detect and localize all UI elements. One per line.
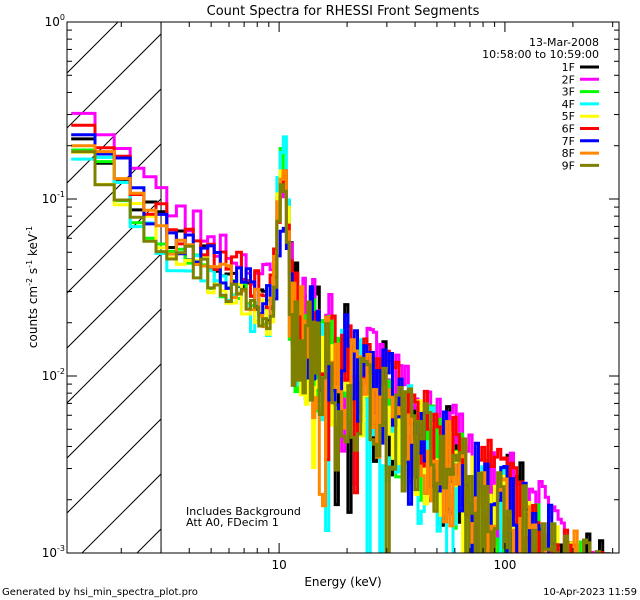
legend-label: 2F	[562, 73, 575, 86]
footer-generated: Generated by hsi_min_spectra_plot.pro	[2, 587, 198, 598]
date-annotation: 13-Mar-2008	[529, 36, 599, 49]
chart-title: Count Spectra for RHESSI Front Segments	[207, 4, 480, 19]
hatch-line	[67, 88, 162, 184]
y-tick-label: 10-1	[42, 190, 65, 206]
attenuator-note: Att A0, FDecim 1	[186, 516, 279, 529]
series-9F	[71, 150, 601, 553]
y-tick-label: 10-3	[42, 544, 65, 560]
legend-label: 8F	[562, 147, 575, 160]
legend-label: 6F	[562, 123, 575, 136]
y-axis-label: counts cm-2 s-1 keV-1	[25, 226, 40, 348]
axes: 10 100 100 10-1 10-2 10-3	[42, 13, 619, 572]
y-tick-label: 100	[45, 13, 65, 29]
background-note: Includes Background	[186, 505, 301, 518]
y-tick-label: 10-2	[42, 367, 65, 383]
hatch-line	[67, 198, 162, 294]
legend-label: 5F	[562, 110, 575, 123]
legend-label: 7F	[562, 135, 575, 148]
series-6F	[71, 123, 605, 553]
footer-timestamp: 10-Apr-2023 11:59	[543, 587, 637, 598]
legend-label: 9F	[562, 159, 575, 172]
x-tick-label: 10	[271, 558, 286, 572]
time-range-annotation: 10:58:00 to 10:59:00	[482, 48, 599, 61]
hatch-line	[67, 253, 162, 349]
plot-frame	[66, 21, 620, 554]
hatch-line	[67, 22, 119, 74]
series-layer	[71, 111, 611, 553]
x-axis-label: Energy (keV)	[304, 575, 381, 589]
hatch-line	[67, 418, 162, 514]
legend-label: 4F	[562, 98, 575, 111]
legend-label: 1F	[562, 61, 575, 74]
hatch-line	[67, 33, 162, 129]
legend-label: 3F	[562, 86, 575, 99]
excluded-region	[67, 22, 162, 553]
x-tick-label: 100	[493, 558, 516, 572]
